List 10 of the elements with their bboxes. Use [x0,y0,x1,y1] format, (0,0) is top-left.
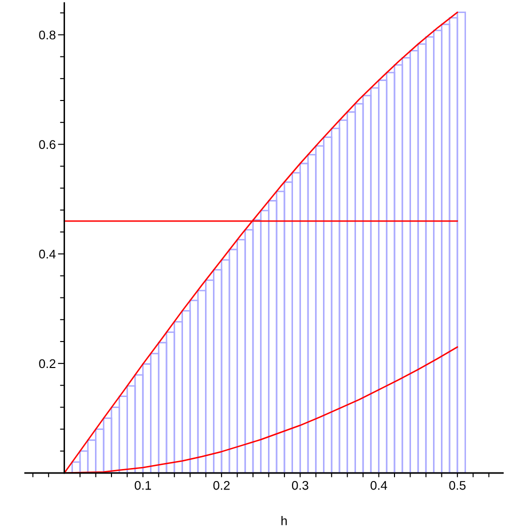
y-tick-label: 0.4 [39,250,56,259]
x-tick-label: 0.1 [134,480,152,490]
y-tick-label: 0.8 [39,30,56,40]
y-tick-label: 0.6 [39,140,56,149]
x-tick-label: 0.2 [213,480,230,490]
y-tick-label: 0.2 [39,359,56,368]
x-axis-title: h [281,516,287,526]
x-tick-label: 0.3 [292,480,308,490]
x-tick-label: 0.5 [449,480,466,490]
x-tick-label: 0.4 [370,480,388,490]
